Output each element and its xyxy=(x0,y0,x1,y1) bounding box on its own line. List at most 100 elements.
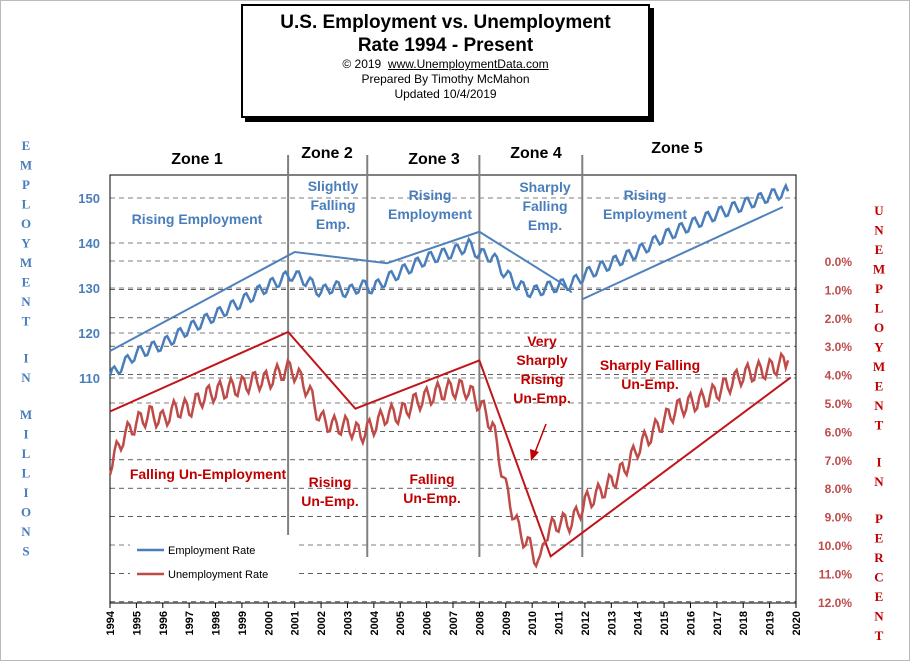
copyright-line: © 2019 www.UnemploymentData.com xyxy=(243,57,648,72)
x-tick-label: 2001 xyxy=(290,611,302,635)
x-tick-label: 2020 xyxy=(791,611,803,635)
zone-unemp-note: Very xyxy=(527,333,557,349)
axis-title-letter: N xyxy=(21,294,31,309)
site-link[interactable]: www.UnemploymentData.com xyxy=(387,57,549,71)
x-tick-label: 2019 xyxy=(765,611,777,635)
axis-title-letter: M xyxy=(20,158,32,173)
zone-emp-note: Slightly xyxy=(308,178,359,194)
axis-title-letter: N xyxy=(874,474,884,489)
x-tick-label: 2005 xyxy=(395,611,407,635)
right-tick-label: 0.0% xyxy=(825,255,853,269)
axis-title-letter: U xyxy=(874,203,884,218)
right-tick-label: 12.0% xyxy=(818,596,852,610)
axis-title-letter: L xyxy=(22,197,31,212)
zone-unemp-note: Un-Emp. xyxy=(621,376,679,392)
zone-unemp-note: Falling xyxy=(409,471,454,487)
x-tick-label: 1998 xyxy=(211,611,223,635)
axis-title-letter: O xyxy=(21,505,31,520)
axis-title-letter: M xyxy=(873,262,885,277)
zone-emp-note: Falling xyxy=(522,198,567,214)
copyright: © 2019 xyxy=(342,57,382,71)
series-line xyxy=(108,351,790,569)
zone-emp-note: Rising Employment xyxy=(132,211,263,227)
zone-unemp-note: Sharply Falling xyxy=(600,357,700,373)
right-tick-label: 10.0% xyxy=(818,539,852,553)
zone-emp-note: Sharply xyxy=(519,179,571,195)
x-tick-label: 1996 xyxy=(158,611,170,635)
x-tick-label: 2012 xyxy=(580,611,592,635)
axis-title-letter: N xyxy=(21,524,31,539)
axis-title-letter: L xyxy=(22,466,31,481)
x-tick-label: 2014 xyxy=(633,610,645,635)
axis-title-letter: P xyxy=(22,177,30,192)
right-tick-label: 2.0% xyxy=(825,312,853,326)
axis-title-letter: R xyxy=(874,550,884,565)
zone-emp-note: Employment xyxy=(603,206,687,222)
axis-title-letter: L xyxy=(22,446,31,461)
legend-label: Unemployment Rate xyxy=(168,569,268,581)
axis-title-letter: T xyxy=(875,418,884,433)
axis-title-letter: I xyxy=(23,427,28,442)
zone-unemp-note: Un-Emp. xyxy=(301,493,359,509)
x-tick-label: 2010 xyxy=(527,611,539,635)
axis-title-letter: E xyxy=(875,589,884,604)
axis-title-letter: N xyxy=(874,223,884,238)
x-tick-label: 2018 xyxy=(738,611,750,635)
axis-title-letter: P xyxy=(875,511,883,526)
legend-label: Employment Rate xyxy=(168,545,255,557)
right-tick-label: 3.0% xyxy=(825,340,853,354)
right-tick-label: 4.0% xyxy=(825,369,853,383)
zone-unemp-note: Un-Emp. xyxy=(513,390,571,406)
zone-unemp-note: Rising xyxy=(309,474,352,490)
zone-unemp-note: Falling Un-Employment xyxy=(130,466,287,482)
axis-title-letter: M xyxy=(20,255,32,270)
x-tick-label: 1995 xyxy=(131,611,143,635)
zone-emp-note: Emp. xyxy=(316,216,350,232)
right-tick-label: 11.0% xyxy=(819,567,853,581)
zone-emp-note: Falling xyxy=(310,197,355,213)
x-tick-label: 2013 xyxy=(606,611,618,635)
zone-unemp-note: Un-Emp. xyxy=(403,490,461,506)
axis-title-letter: L xyxy=(875,301,884,316)
zone-emp-note: Emp. xyxy=(528,217,562,233)
axis-title-letter: E xyxy=(875,531,884,546)
left-tick-label: 110 xyxy=(79,371,100,386)
zone-label: Zone 3 xyxy=(408,151,460,168)
x-tick-label: 2015 xyxy=(659,611,671,635)
axis-title-letter: M xyxy=(873,359,885,374)
right-tick-label: 8.0% xyxy=(825,482,853,496)
zone-emp-note: Employment xyxy=(388,206,472,222)
axis-title-letter: E xyxy=(22,275,31,290)
trend-line xyxy=(581,206,784,301)
axis-title-letter: T xyxy=(22,314,31,329)
axis-title-letter: Y xyxy=(21,236,31,251)
prepared-by: Prepared By Timothy McMahon xyxy=(361,72,530,86)
x-tick-label: 1994 xyxy=(105,610,117,635)
axis-title-letter: E xyxy=(875,242,884,257)
zone-label: Zone 5 xyxy=(651,140,703,157)
updated-date: Updated 10/4/2019 xyxy=(394,87,497,101)
axis-title-letter: O xyxy=(21,216,31,231)
x-tick-label: 1999 xyxy=(237,611,249,635)
axis-title-letter: S xyxy=(22,544,29,559)
zone-unemp-note: Rising xyxy=(521,371,564,387)
axis-title-letter: E xyxy=(22,138,31,153)
axis-title-letter: I xyxy=(23,351,28,366)
zone-label: Zone 4 xyxy=(510,145,562,162)
axis-title-letter: O xyxy=(874,320,884,335)
legend-box xyxy=(130,535,295,587)
series-line xyxy=(108,182,790,377)
axis-title-letter: Y xyxy=(874,340,884,355)
axis-title-letter: M xyxy=(20,407,32,422)
x-tick-label: 2009 xyxy=(501,611,513,635)
x-tick-label: 2002 xyxy=(316,611,328,635)
chart-title-line1: U.S. Employment vs. Unemployment xyxy=(280,12,611,33)
x-tick-label: 2008 xyxy=(474,611,486,635)
zone-emp-note: Rising xyxy=(624,187,667,203)
axis-title-letter: I xyxy=(23,485,28,500)
trend-line xyxy=(109,330,792,558)
zone-label: Zone 1 xyxy=(171,151,223,168)
axis-title-letter: N xyxy=(21,370,31,385)
zone-unemp-note: Sharply xyxy=(516,352,568,368)
x-tick-label: 2017 xyxy=(712,611,724,635)
